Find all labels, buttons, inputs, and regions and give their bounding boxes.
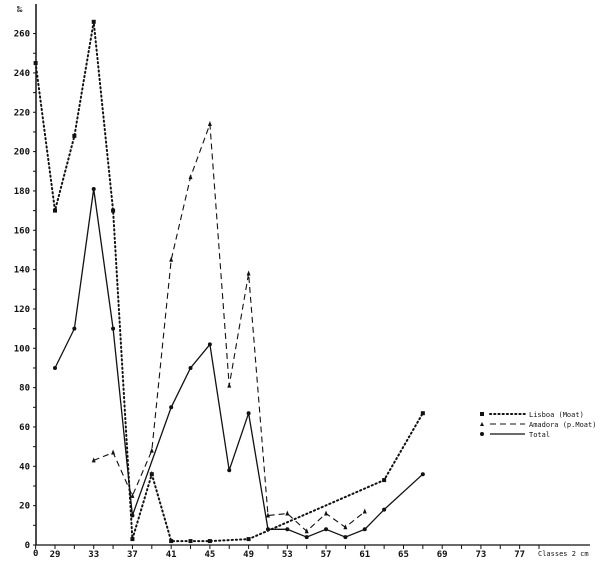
data-point (207, 539, 212, 544)
y-tick-label: 80 (19, 384, 30, 394)
y-tick-label: 240 (14, 69, 30, 79)
data-point (169, 539, 174, 544)
data-point (111, 449, 116, 455)
data-point (33, 61, 38, 66)
data-point (130, 537, 135, 542)
data-point (72, 133, 77, 138)
data-point (188, 174, 193, 180)
x-tick-label: 33 (88, 550, 99, 560)
x-tick-label: 37 (127, 550, 138, 560)
axes: 0 20 40 60 80 100 120 140 160 180 200 220 240 260 29 33… (14, 4, 590, 560)
data-point (420, 411, 425, 416)
data-point (53, 208, 57, 213)
data-point (130, 492, 135, 498)
x-tick-label: 29 (50, 550, 61, 560)
data-point (111, 326, 116, 331)
x-tick-label: 49 (243, 550, 254, 560)
data-point (91, 19, 96, 24)
data-point (246, 537, 251, 542)
y-tick-label: 220 (14, 108, 30, 118)
data-point (324, 527, 329, 532)
x-tick-label: 57 (321, 550, 332, 560)
x-tick-label: 41 (166, 550, 177, 560)
data-point (304, 528, 309, 534)
legend-label: Total (529, 431, 550, 439)
data-point (362, 508, 367, 514)
series-line (54, 188, 424, 538)
x-tick-label: 73 (475, 550, 486, 560)
y-tick-label: 20 (19, 502, 30, 512)
data-point (265, 527, 270, 532)
legend-marker (480, 422, 484, 426)
data-point (53, 365, 57, 370)
data-point (285, 510, 290, 516)
y-tick-label: 260 (14, 30, 30, 40)
series-dotted (33, 19, 425, 544)
data-point (169, 405, 174, 410)
data-point (188, 539, 193, 544)
data-point (324, 510, 329, 516)
data-point (130, 513, 135, 518)
series-dashed (91, 121, 367, 534)
y-tick-label: 120 (14, 305, 30, 315)
data-point (285, 527, 290, 532)
data-point (169, 256, 174, 262)
data-point (420, 472, 425, 477)
y-tick-label: 40 (19, 462, 30, 472)
y-tick-label: 60 (19, 423, 30, 433)
legend-label: Lisboa (Moat) (529, 411, 584, 419)
data-point (91, 186, 96, 191)
y-axis-unit-label: ‰ (17, 5, 23, 15)
x-axis-origin-label: 0 (33, 549, 38, 559)
x-axis-caption: Classes 2 cm (538, 550, 589, 558)
x-tick-label: 45 (204, 550, 215, 560)
series-layer (33, 19, 425, 544)
x-tick-label: 69 (437, 550, 448, 560)
legend: Lisboa (Moat) Amadora (p.Moat) Total (480, 411, 596, 439)
legend-marker (480, 432, 484, 436)
y-tick-label: 0 (25, 541, 30, 551)
data-point (343, 524, 348, 530)
series-solid (53, 186, 425, 540)
x-tick-label: 77 (514, 550, 525, 560)
data-point (227, 468, 232, 473)
data-point (207, 121, 212, 127)
data-point (246, 270, 251, 276)
data-point (91, 457, 96, 463)
x-tick-label: 53 (282, 550, 293, 560)
y-tick-label: 200 (14, 148, 30, 158)
data-point (149, 472, 154, 477)
data-point (149, 447, 154, 453)
data-point (72, 326, 77, 331)
data-point (382, 478, 387, 483)
data-point (188, 365, 193, 370)
y-tick-label: 160 (14, 226, 30, 236)
series-line (34, 21, 424, 543)
data-point (304, 535, 309, 540)
data-point (207, 342, 212, 347)
y-tick-label: 180 (14, 187, 30, 197)
x-tick-label: 61 (359, 550, 370, 560)
data-point (265, 512, 270, 518)
y-tick-label: 100 (14, 344, 30, 354)
data-point (362, 527, 367, 532)
data-point (246, 411, 251, 416)
legend-marker (480, 412, 484, 416)
data-point (227, 382, 232, 388)
data-point (111, 208, 116, 213)
y-tick-label: 140 (14, 266, 30, 276)
legend-label: Amadora (p.Moat) (529, 421, 596, 429)
data-point (382, 507, 387, 512)
x-tick-label: 65 (398, 550, 409, 560)
data-point (343, 535, 348, 540)
